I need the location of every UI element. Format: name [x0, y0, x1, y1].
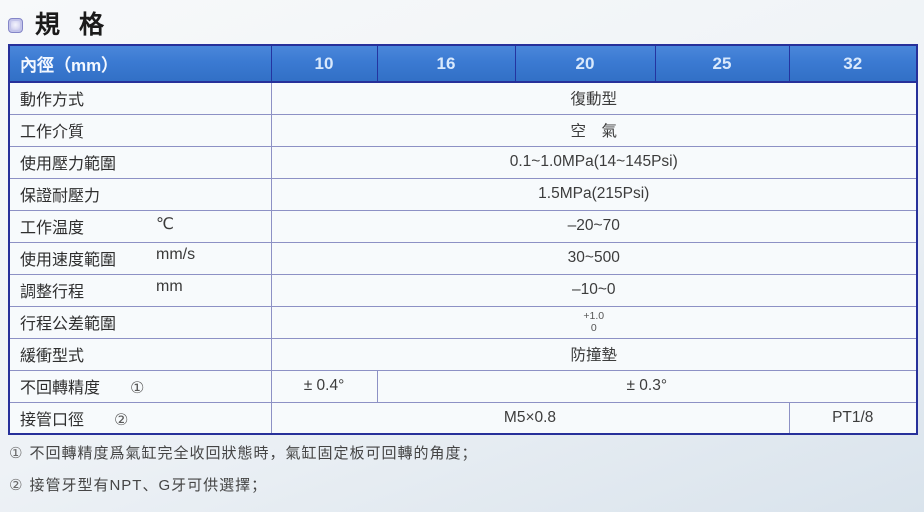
- spec-value-cell: ± 0.3°: [376, 369, 918, 403]
- page-title: 規 格: [35, 10, 110, 39]
- footnote-marker: ②: [9, 477, 24, 494]
- spec-row: 使用壓力範圍 0.1~1.0MPa(14~145Psi): [8, 145, 918, 179]
- bore-column-header: 32: [788, 44, 918, 83]
- footnote-text: 不回轉精度爲氣缸完全收回狀態時，氣缸固定板可回轉的角度；: [29, 445, 478, 462]
- spec-row: 動作方式 復動型: [8, 81, 918, 115]
- footnotes: ① 不回轉精度爲氣缸完全收回狀態時，氣缸固定板可回轉的角度； ② 接管牙型有NPT、G…: [9, 442, 924, 495]
- footnote-line: ① 不回轉精度爲氣缸完全收回狀態時，氣缸固定板可回轉的角度；: [9, 442, 924, 463]
- spec-row: 工作介質空 氣: [8, 113, 918, 147]
- bore-column-header: 10: [270, 44, 378, 83]
- bore-header-label: 內徑（mm）: [8, 44, 272, 83]
- spec-row: 行程公差範圍 +1.0 0: [8, 305, 918, 339]
- spec-row: 保證耐壓力 1.5MPa(215Psi): [8, 177, 918, 211]
- spec-row: 緩衝型式 防撞墊: [8, 337, 918, 371]
- spec-row: 接管口徑 ② M5×0.8 PT1/8: [8, 401, 918, 435]
- spec-row-label: 行程公差範圍: [8, 305, 272, 339]
- spec-value-cell: 空 氣: [270, 113, 918, 147]
- spec-value-cell: 防撞墊: [270, 337, 918, 371]
- spec-row-unit: mm: [156, 278, 183, 295]
- spec-table: 內徑（mm） 10 16 20 25 32 動作方式 復動型 工作介質空 氣使用壓力範圍 0.…: [8, 44, 918, 435]
- bore-column-header: 16: [376, 44, 516, 83]
- spec-value-cell: ± 0.4°: [270, 369, 378, 403]
- spec-value-cell: 30~500: [270, 241, 918, 275]
- spec-row-label: 緩衝型式: [8, 337, 272, 371]
- section-bullet-icon: [8, 17, 23, 33]
- spec-value-cell: +1.0 0: [270, 305, 918, 339]
- spec-row-label: 動作方式: [8, 81, 272, 115]
- spec-row: 調整行程 mm –10~0: [8, 273, 918, 307]
- spec-row-label: 工作介質: [8, 113, 272, 147]
- footnote-text: 接管牙型有NPT、G牙可供選擇；: [29, 477, 268, 494]
- spec-row-unit: ℃: [156, 216, 174, 233]
- bore-column-header: 20: [514, 44, 656, 83]
- spec-row: 使用速度範圍 mm/s 30~500: [8, 241, 918, 275]
- footnote-line: ② 接管牙型有NPT、G牙可供選擇；: [9, 474, 924, 495]
- spec-value-cell: 1.5MPa(215Psi): [270, 177, 918, 211]
- spec-value-cell: –20~70: [270, 209, 918, 243]
- footnote-marker: ①: [130, 380, 145, 397]
- tolerance-value: +1.0 0: [583, 309, 605, 334]
- spec-row: 工作温度 ℃ –20~70: [8, 209, 918, 243]
- table-header-row: 內徑（mm） 10 16 20 25 32: [8, 44, 918, 83]
- spec-row-label: 不回轉精度 ①: [8, 369, 272, 403]
- spec-row: 不回轉精度 ① ± 0.4° ± 0.3°: [8, 369, 918, 403]
- footnote-marker: ②: [114, 411, 129, 429]
- spec-row-label: 保證耐壓力: [8, 177, 272, 211]
- spec-row-label: 調整行程 mm: [8, 273, 272, 307]
- spec-row-unit: mm/s: [156, 246, 196, 263]
- bore-column-header: 25: [654, 44, 790, 83]
- spec-value-cell: 0.1~1.0MPa(14~145Psi): [270, 145, 918, 179]
- spec-row-label: 工作温度 ℃: [8, 209, 272, 243]
- spec-row-label: 接管口徑 ②: [8, 401, 272, 435]
- footnote-marker: ①: [9, 445, 24, 462]
- spec-value-cell: –10~0: [270, 273, 918, 307]
- spec-value-cell: PT1/8: [788, 401, 918, 435]
- spec-row-label: 使用速度範圍 mm/s: [8, 241, 272, 275]
- spec-value-cell: M5×0.8: [270, 401, 790, 435]
- spec-value-cell: 復動型: [270, 81, 918, 115]
- spec-row-label: 使用壓力範圍: [8, 145, 272, 179]
- section-header: 規 格: [0, 0, 924, 40]
